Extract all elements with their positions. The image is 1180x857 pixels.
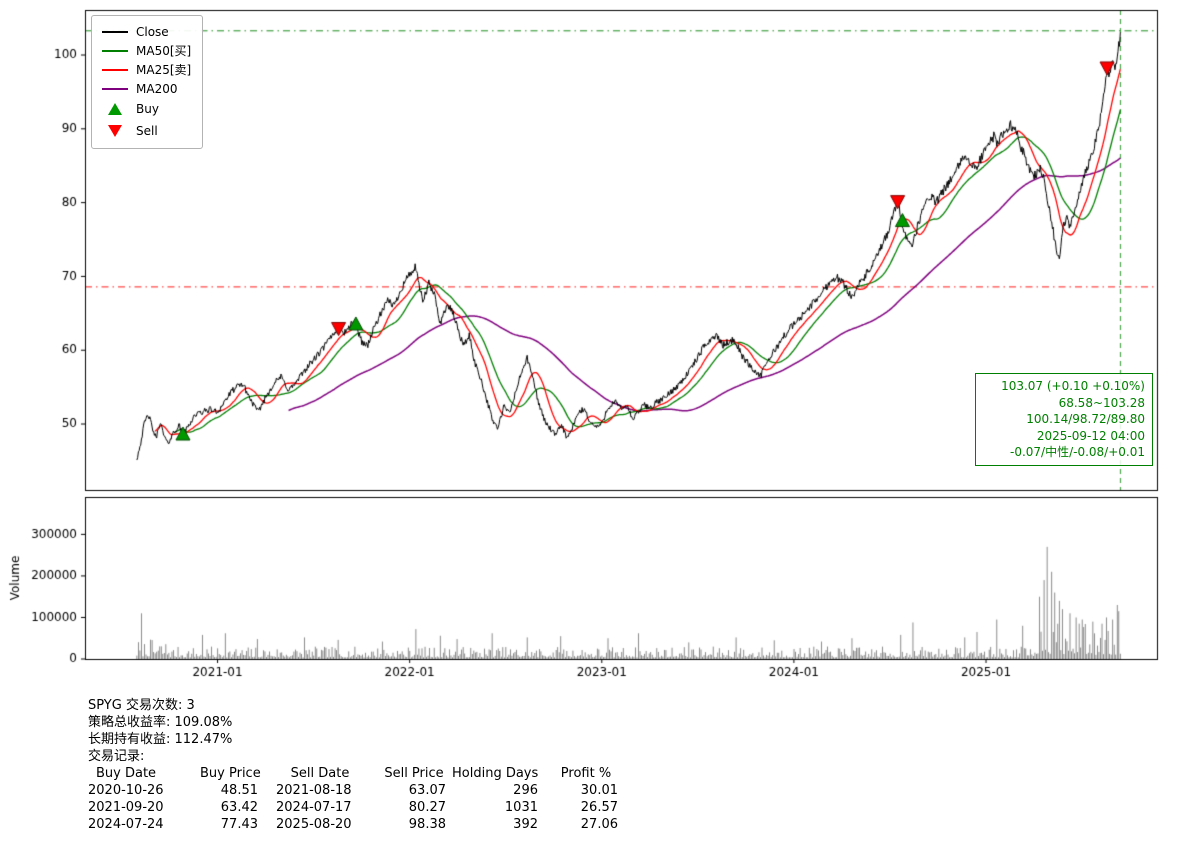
trade-header-cell: Holding Days: [452, 766, 539, 781]
trade-cell: 2021-08-18: [276, 783, 352, 798]
trade-table-header-row: Buy Date Buy Price Sell Date Sell Price Hold…: [88, 765, 618, 782]
trade-cell: 63.42: [220, 800, 258, 815]
annotation-line-range: 68.58~103.28: [1058, 395, 1145, 410]
summary-line-trades-count: SPYG 交易次数: 3: [88, 698, 195, 713]
legend-label: Close: [136, 24, 169, 39]
trade-cell: 26.57: [580, 800, 618, 815]
legend-label: Buy: [136, 102, 159, 116]
trade-cell: 27.06: [580, 817, 618, 832]
trade-cell: 392: [513, 817, 538, 832]
legend: Close MA50[买] MA25[卖] MA200 Buy Sell: [91, 15, 204, 149]
trade-header-cell: Profit %: [560, 766, 612, 781]
legend-line-swatch-icon: [101, 68, 129, 71]
trade-cell: 2024-07-17: [276, 800, 352, 815]
trade-cell: 2025-08-20: [276, 817, 352, 832]
trade-cell: 30.01: [580, 783, 618, 798]
legend-line-swatch-icon: [101, 30, 129, 33]
sell-triangle-icon: [101, 125, 129, 137]
summary-block: SPYG 交易次数: 3 策略总收益率: 109.08% 长期持有收益: 112…: [88, 697, 618, 833]
trade-cell: 2024-07-24: [88, 817, 164, 832]
trade-header-cell: Sell Date: [290, 766, 350, 781]
legend-item-ma50: MA50[买]: [101, 41, 191, 60]
annotation-line-price: 103.07 (+0.10 +0.10%): [1001, 379, 1145, 393]
trade-table: Buy Date Buy Price Sell Date Sell Price Hold…: [88, 765, 618, 833]
legend-item-buy: Buy: [101, 98, 191, 120]
trade-cell: 80.27: [408, 800, 446, 815]
trade-cell: 98.38: [408, 817, 446, 832]
annotation-line-mas: 100.14/98.72/89.80: [1026, 412, 1145, 426]
legend-label: MA50[买]: [136, 44, 192, 58]
annotation-line-signal: -0.07/中性/-0.08/+0.01: [1009, 445, 1145, 459]
chart-area: Close MA50[买] MA25[卖] MA200 Buy Sell 103.07 (…: [0, 0, 1180, 690]
legend-item-ma200: MA200: [101, 79, 191, 98]
buy-triangle-icon: [101, 103, 129, 115]
trade-cell: 48.51: [220, 783, 258, 798]
quote-annotation-box: 103.07 (+0.10 +0.10%) 68.58~103.28 100.1…: [975, 373, 1153, 466]
trade-header-cell: Buy Price: [200, 766, 261, 781]
trade-cell: 77.43: [220, 817, 258, 832]
legend-item-ma25: MA25[卖]: [101, 60, 191, 79]
legend-label: MA200: [136, 81, 178, 96]
trade-cell: 63.07: [408, 783, 446, 798]
legend-line-swatch-icon: [101, 49, 129, 52]
legend-label: Sell: [136, 124, 158, 138]
legend-line-swatch-icon: [101, 87, 129, 90]
trade-row: 2021-09-20 63.42 2024-07-17 80.27 1031 26.57: [88, 799, 618, 816]
annotation-line-date: 2025-09-12 04:00: [1036, 428, 1145, 443]
legend-item-sell: Sell: [101, 120, 191, 142]
trade-cell: 2021-09-20: [88, 800, 164, 815]
summary-line-records-title: 交易记录:: [88, 749, 145, 764]
trade-header-cell: Sell Price: [384, 766, 444, 781]
trade-cell: 2020-10-26: [88, 783, 164, 798]
summary-line-strategy-return: 策略总收益率: 109.08%: [88, 715, 233, 730]
trade-cell: 1031: [504, 800, 538, 815]
legend-item-close: Close: [101, 22, 191, 41]
trade-row: 2024-07-24 77.43 2025-08-20 98.38 392 27.06: [88, 816, 618, 833]
summary-line-holding-return: 长期持有收益: 112.47%: [88, 732, 233, 747]
trade-row: 2020-10-26 48.51 2021-08-18 63.07 296 30.01: [88, 782, 618, 799]
trade-cell: 296: [513, 783, 538, 798]
trade-header-cell: Buy Date: [96, 766, 157, 781]
legend-label: MA25[卖]: [136, 63, 192, 77]
